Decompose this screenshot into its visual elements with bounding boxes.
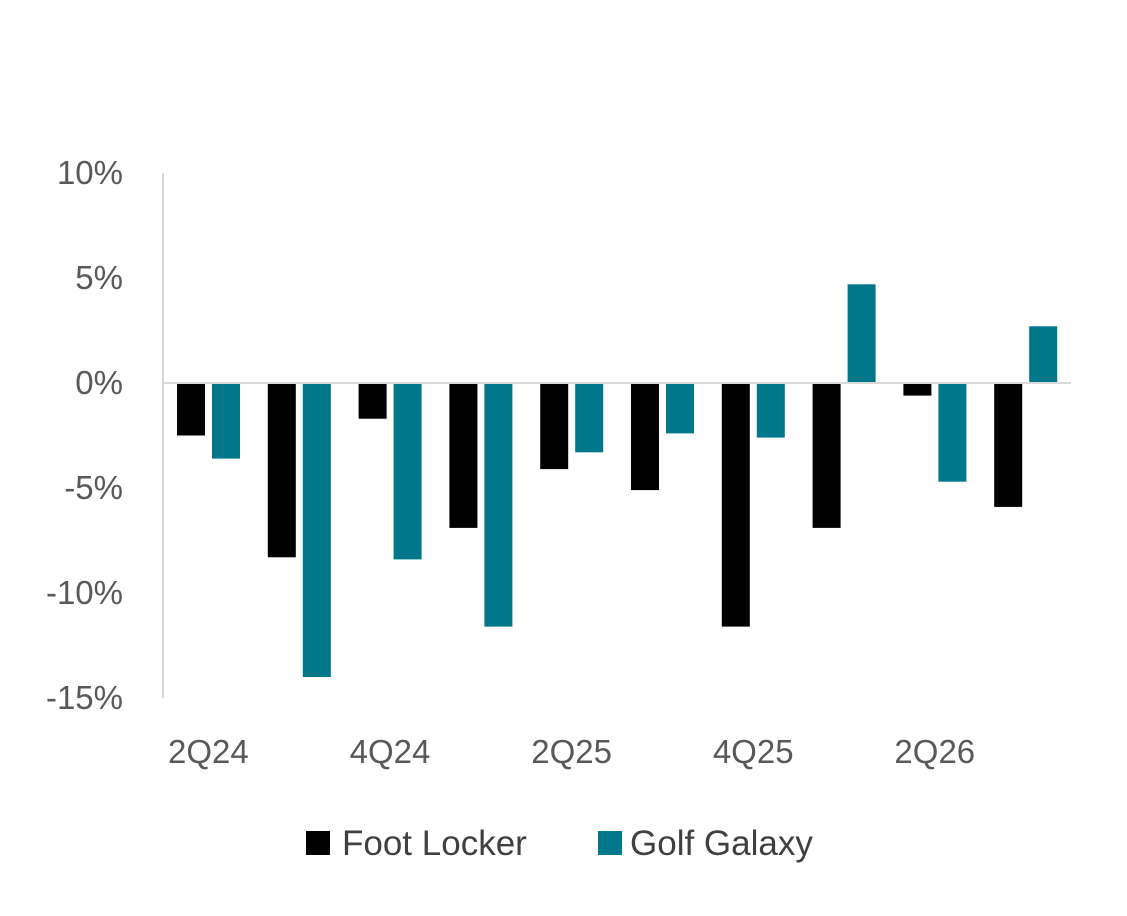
y-tick-label: 10% [57,154,123,191]
bars [177,284,1058,677]
bar-golf-galaxy-1q26 [847,284,876,383]
bar-golf-galaxy-1q25 [484,383,513,627]
bar-foot-locker-2q24 [177,383,205,436]
y-tick-label: -5% [64,469,123,506]
bar-foot-locker-3q24 [267,383,296,558]
bar-golf-galaxy-3q26 [1029,326,1058,383]
bar-foot-locker-1q26 [812,383,841,528]
bar-golf-galaxy-4q25 [756,383,785,438]
legend-swatch-foot-locker [306,831,330,855]
x-tick-label: 2Q25 [531,733,612,770]
bar-golf-galaxy-2q26 [938,383,967,482]
x-axis-tick-labels: 2Q24 4Q24 2Q25 4Q25 2Q26 [168,733,975,770]
x-tick-label: 4Q25 [713,733,794,770]
bar-foot-locker-4q24 [358,383,387,419]
bar-foot-locker-2q26 [903,383,932,396]
x-tick-label: 4Q24 [350,733,431,770]
legend-swatch-golf-galaxy [598,831,622,855]
y-tick-label: -10% [46,574,123,611]
bar-golf-galaxy-4q24 [393,383,422,560]
bar-foot-locker-4q25 [721,383,750,627]
legend-label-golf-galaxy: Golf Galaxy [630,824,813,863]
legend-label-foot-locker: Foot Locker [342,824,527,863]
bar-foot-locker-3q26 [994,383,1023,507]
bar-golf-galaxy-3q24 [302,383,331,677]
y-axis-tick-labels: 10% 5% 0% -5% -10% -15% [46,154,123,716]
x-tick-label: 2Q24 [168,733,249,770]
bar-golf-galaxy-2q25 [575,383,604,453]
bar-foot-locker-2q25 [540,383,569,470]
y-tick-label: 0% [75,364,123,401]
y-tick-label: -15% [46,679,123,716]
bar-foot-locker-1q25 [449,383,478,528]
legend: Foot Locker Golf Galaxy [306,824,813,863]
bar-golf-galaxy-3q25 [666,383,694,434]
bar-foot-locker-3q25 [631,383,659,491]
x-tick-label: 2Q26 [894,733,975,770]
y-tick-label: 5% [75,259,123,296]
bar-golf-galaxy-2q24 [212,383,240,459]
